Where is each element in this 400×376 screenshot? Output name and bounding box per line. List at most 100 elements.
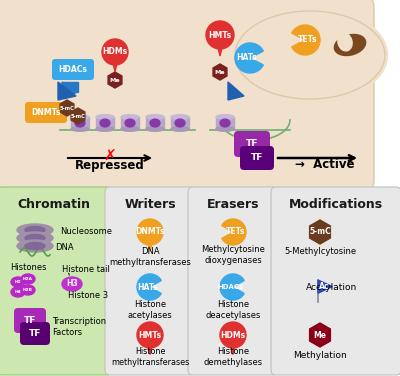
Text: H2B: H2B	[23, 288, 33, 292]
Text: HATs: HATs	[137, 282, 158, 291]
Text: HDMs: HDMs	[220, 331, 246, 340]
Text: TF: TF	[29, 329, 41, 338]
Polygon shape	[213, 64, 227, 80]
Polygon shape	[217, 43, 223, 56]
Text: Histone
methyltransferases: Histone methyltransferases	[111, 347, 189, 367]
Ellipse shape	[220, 119, 230, 127]
Bar	[121, 117, 139, 129]
Ellipse shape	[338, 33, 352, 51]
FancyBboxPatch shape	[25, 102, 67, 123]
Text: TETs: TETs	[298, 35, 318, 44]
Text: Me: Me	[110, 77, 120, 82]
Ellipse shape	[11, 277, 25, 287]
Text: DNA
methyltransferases: DNA methyltransferases	[109, 247, 191, 267]
Text: HMTs: HMTs	[138, 331, 162, 340]
Text: H2A: H2A	[23, 277, 33, 281]
Ellipse shape	[71, 115, 89, 119]
Ellipse shape	[96, 115, 114, 119]
Ellipse shape	[17, 240, 53, 252]
Text: HDACs: HDACs	[217, 284, 244, 290]
FancyBboxPatch shape	[240, 146, 274, 170]
Wedge shape	[235, 43, 263, 73]
Text: HATs: HATs	[237, 53, 257, 62]
Polygon shape	[108, 72, 122, 88]
Text: Ac: Ac	[319, 282, 329, 291]
Ellipse shape	[146, 115, 164, 119]
Text: Histone
acetylases: Histone acetylases	[128, 300, 172, 320]
Ellipse shape	[17, 232, 53, 244]
Text: Acetylation: Acetylation	[306, 282, 358, 291]
Ellipse shape	[171, 127, 189, 131]
Ellipse shape	[75, 119, 85, 127]
Ellipse shape	[21, 274, 35, 284]
Text: H4: H4	[15, 290, 21, 294]
Polygon shape	[112, 60, 118, 71]
FancyBboxPatch shape	[234, 131, 270, 157]
Text: Histone
demethylases: Histone demethylases	[204, 347, 262, 367]
Wedge shape	[137, 274, 161, 300]
Text: HDMs: HDMs	[102, 47, 128, 56]
Wedge shape	[292, 25, 320, 55]
Text: H3: H3	[66, 279, 78, 288]
FancyBboxPatch shape	[14, 308, 46, 333]
Ellipse shape	[25, 226, 45, 233]
FancyBboxPatch shape	[105, 187, 195, 375]
Text: DNMTs: DNMTs	[31, 108, 61, 117]
Text: Writers: Writers	[124, 197, 176, 211]
Text: →  Active: → Active	[295, 159, 354, 171]
Ellipse shape	[71, 127, 89, 131]
Text: TF: TF	[251, 153, 263, 162]
Ellipse shape	[146, 127, 164, 131]
Text: DNA: DNA	[55, 243, 74, 252]
Text: Histones: Histones	[10, 264, 46, 273]
Text: Histone tail: Histone tail	[62, 264, 110, 273]
Polygon shape	[147, 343, 153, 355]
Wedge shape	[220, 274, 244, 300]
Ellipse shape	[11, 287, 25, 297]
Ellipse shape	[150, 119, 160, 127]
Ellipse shape	[96, 127, 114, 131]
Text: Me: Me	[215, 70, 225, 74]
FancyBboxPatch shape	[0, 187, 112, 375]
Ellipse shape	[334, 35, 366, 56]
Circle shape	[102, 39, 128, 65]
Text: Erasers: Erasers	[207, 197, 259, 211]
Polygon shape	[71, 108, 85, 124]
Ellipse shape	[216, 127, 234, 131]
Text: Chromatin: Chromatin	[18, 197, 90, 211]
Text: HDACs: HDACs	[58, 65, 88, 74]
FancyBboxPatch shape	[20, 322, 50, 345]
Ellipse shape	[62, 277, 82, 291]
Polygon shape	[147, 240, 153, 252]
FancyBboxPatch shape	[271, 187, 400, 375]
Text: 5-mC: 5-mC	[70, 114, 86, 118]
Bar	[96, 117, 114, 129]
Ellipse shape	[100, 119, 110, 127]
Text: H2: H2	[15, 280, 21, 284]
Text: 5-Methylcytosine: 5-Methylcytosine	[284, 247, 356, 256]
Polygon shape	[310, 220, 330, 244]
Text: DNMTs: DNMTs	[135, 227, 165, 237]
Ellipse shape	[171, 115, 189, 119]
Circle shape	[137, 322, 163, 348]
Polygon shape	[62, 82, 78, 98]
Ellipse shape	[25, 235, 45, 241]
Ellipse shape	[25, 243, 45, 250]
Ellipse shape	[232, 8, 388, 103]
Polygon shape	[60, 100, 74, 116]
Text: Transcription
Factors: Transcription Factors	[52, 317, 106, 337]
Text: Modifications: Modifications	[289, 197, 383, 211]
Text: Nucleosome: Nucleosome	[60, 227, 112, 237]
Circle shape	[220, 322, 246, 348]
Text: Repressed: Repressed	[75, 159, 145, 171]
Ellipse shape	[21, 285, 35, 295]
Text: TF: TF	[246, 139, 258, 149]
Text: HMTs: HMTs	[208, 30, 232, 39]
Text: Me: Me	[314, 331, 326, 340]
Circle shape	[206, 21, 234, 49]
Ellipse shape	[125, 119, 135, 127]
Text: TETs: TETs	[226, 227, 245, 237]
Polygon shape	[318, 280, 332, 293]
Polygon shape	[228, 82, 244, 100]
FancyBboxPatch shape	[52, 59, 94, 80]
